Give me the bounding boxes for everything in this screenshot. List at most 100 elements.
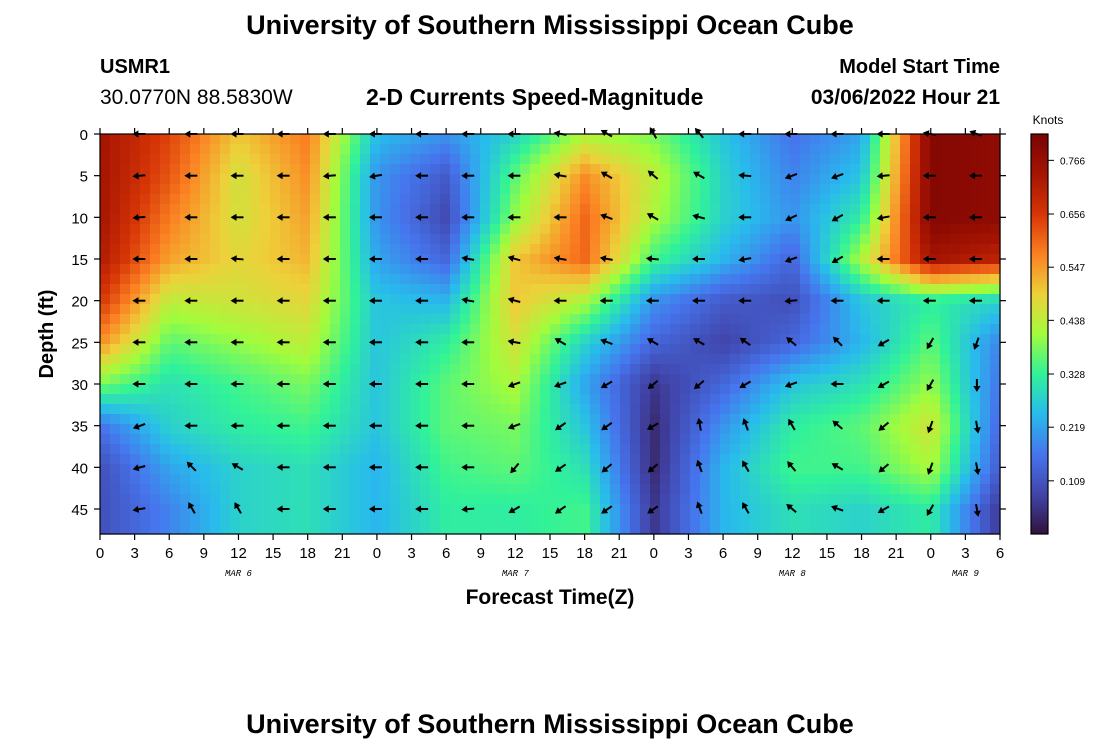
heatmap-cell: [280, 394, 291, 405]
heatmap-cell: [950, 204, 961, 215]
heatmap-cell: [270, 384, 281, 395]
heatmap-cell: [660, 204, 671, 215]
heatmap-cell: [630, 364, 641, 375]
heatmap-cell: [530, 224, 541, 235]
heatmap-cell: [660, 384, 671, 395]
heatmap-cell: [380, 144, 391, 155]
heatmap-cell: [550, 214, 561, 225]
heatmap-cell: [450, 514, 461, 525]
heatmap-cell: [330, 464, 341, 475]
heatmap-cell: [170, 374, 181, 385]
heatmap-cell: [160, 364, 171, 375]
heatmap-cell: [410, 394, 421, 405]
heatmap-cell: [700, 134, 711, 145]
heatmap-cell: [450, 324, 461, 335]
heatmap-cell: [530, 184, 541, 195]
heatmap-cell: [100, 264, 111, 275]
heatmap-cell: [400, 404, 411, 415]
heatmap-cell: [330, 344, 341, 355]
current-arrow: [322, 172, 336, 180]
heatmap-cell: [590, 474, 601, 485]
heatmap-cell: [760, 254, 771, 265]
heatmap-cell: [320, 524, 331, 535]
heatmap-cell: [630, 234, 641, 245]
heatmap-cell: [470, 324, 481, 335]
heatmap-cell: [410, 304, 421, 315]
heatmap-cell: [430, 314, 441, 325]
heatmap-cell: [300, 464, 311, 475]
heatmap-cell: [730, 144, 741, 155]
heatmap-cell: [420, 214, 431, 225]
heatmap-cell: [780, 404, 791, 415]
heatmap-cell: [680, 494, 691, 505]
heatmap-cell: [950, 524, 961, 535]
heatmap-cell: [350, 484, 361, 495]
heatmap-cell: [780, 304, 791, 315]
heatmap-cell: [980, 474, 991, 485]
heatmap-cell: [620, 194, 631, 205]
heatmap-cell: [310, 214, 321, 225]
day-label: MAR 6: [225, 569, 253, 579]
heatmap-cell: [260, 464, 271, 475]
heatmap-cell: [880, 374, 891, 385]
heatmap-cell: [590, 524, 601, 535]
heatmap-cell: [420, 334, 431, 345]
heatmap-cell: [830, 204, 841, 215]
heatmap-cell: [250, 384, 261, 395]
heatmap-cell: [440, 334, 451, 345]
heatmap-cell: [410, 284, 421, 295]
heatmap-cell: [560, 384, 571, 395]
heatmap-cell: [970, 234, 981, 245]
heatmap-cell: [850, 444, 861, 455]
heatmap-cell: [900, 444, 911, 455]
heatmap-cell: [100, 254, 111, 265]
heatmap-cell: [920, 424, 931, 435]
heatmap-cell: [850, 134, 861, 145]
heatmap-cell: [650, 454, 661, 465]
heatmap-cell: [750, 194, 761, 205]
heatmap-cell: [930, 524, 941, 535]
heatmap-cell: [160, 174, 171, 185]
current-arrow: [132, 464, 146, 472]
heatmap-cell: [860, 414, 871, 425]
heatmap-cell: [590, 404, 601, 415]
current-arrow: [553, 171, 567, 179]
heatmap-cell: [710, 344, 721, 355]
heatmap-cell: [420, 414, 431, 425]
heatmap-cell: [280, 494, 291, 505]
heatmap-cell: [180, 494, 191, 505]
heatmap-cell: [400, 134, 411, 145]
heatmap-cell: [480, 224, 491, 235]
heatmap-cell: [190, 274, 201, 285]
heatmap-cell: [600, 314, 611, 325]
heatmap-cell: [770, 244, 781, 255]
heatmap-cell: [610, 504, 621, 515]
heatmap-cell: [880, 174, 891, 185]
heatmap-cell: [840, 204, 851, 215]
heatmap-cell: [720, 454, 731, 465]
heatmap-cell: [430, 234, 441, 245]
heatmap-cell: [420, 274, 431, 285]
heatmap-cell: [130, 344, 141, 355]
heatmap-cell: [840, 184, 851, 195]
heatmap-cell: [200, 474, 211, 485]
heatmap-cell: [450, 354, 461, 365]
heatmap-cell: [740, 354, 751, 365]
heatmap-cell: [370, 494, 381, 505]
heatmap-cell: [810, 294, 821, 305]
heatmap-cell: [230, 244, 241, 255]
heatmap-cell: [220, 374, 231, 385]
heatmap-cell: [780, 184, 791, 195]
heatmap-cell: [110, 144, 121, 155]
heatmap-cell: [650, 164, 661, 175]
heatmap-cell: [550, 434, 561, 445]
heatmap-cell: [180, 284, 191, 295]
heatmap-cell: [230, 394, 241, 405]
heatmap-cell: [880, 524, 891, 535]
heatmap-cell: [300, 254, 311, 265]
heatmap-cell: [730, 244, 741, 255]
heatmap-cell: [790, 434, 801, 445]
heatmap-cell: [730, 424, 741, 435]
heatmap-cell: [840, 334, 851, 345]
heatmap-cell: [840, 524, 851, 535]
